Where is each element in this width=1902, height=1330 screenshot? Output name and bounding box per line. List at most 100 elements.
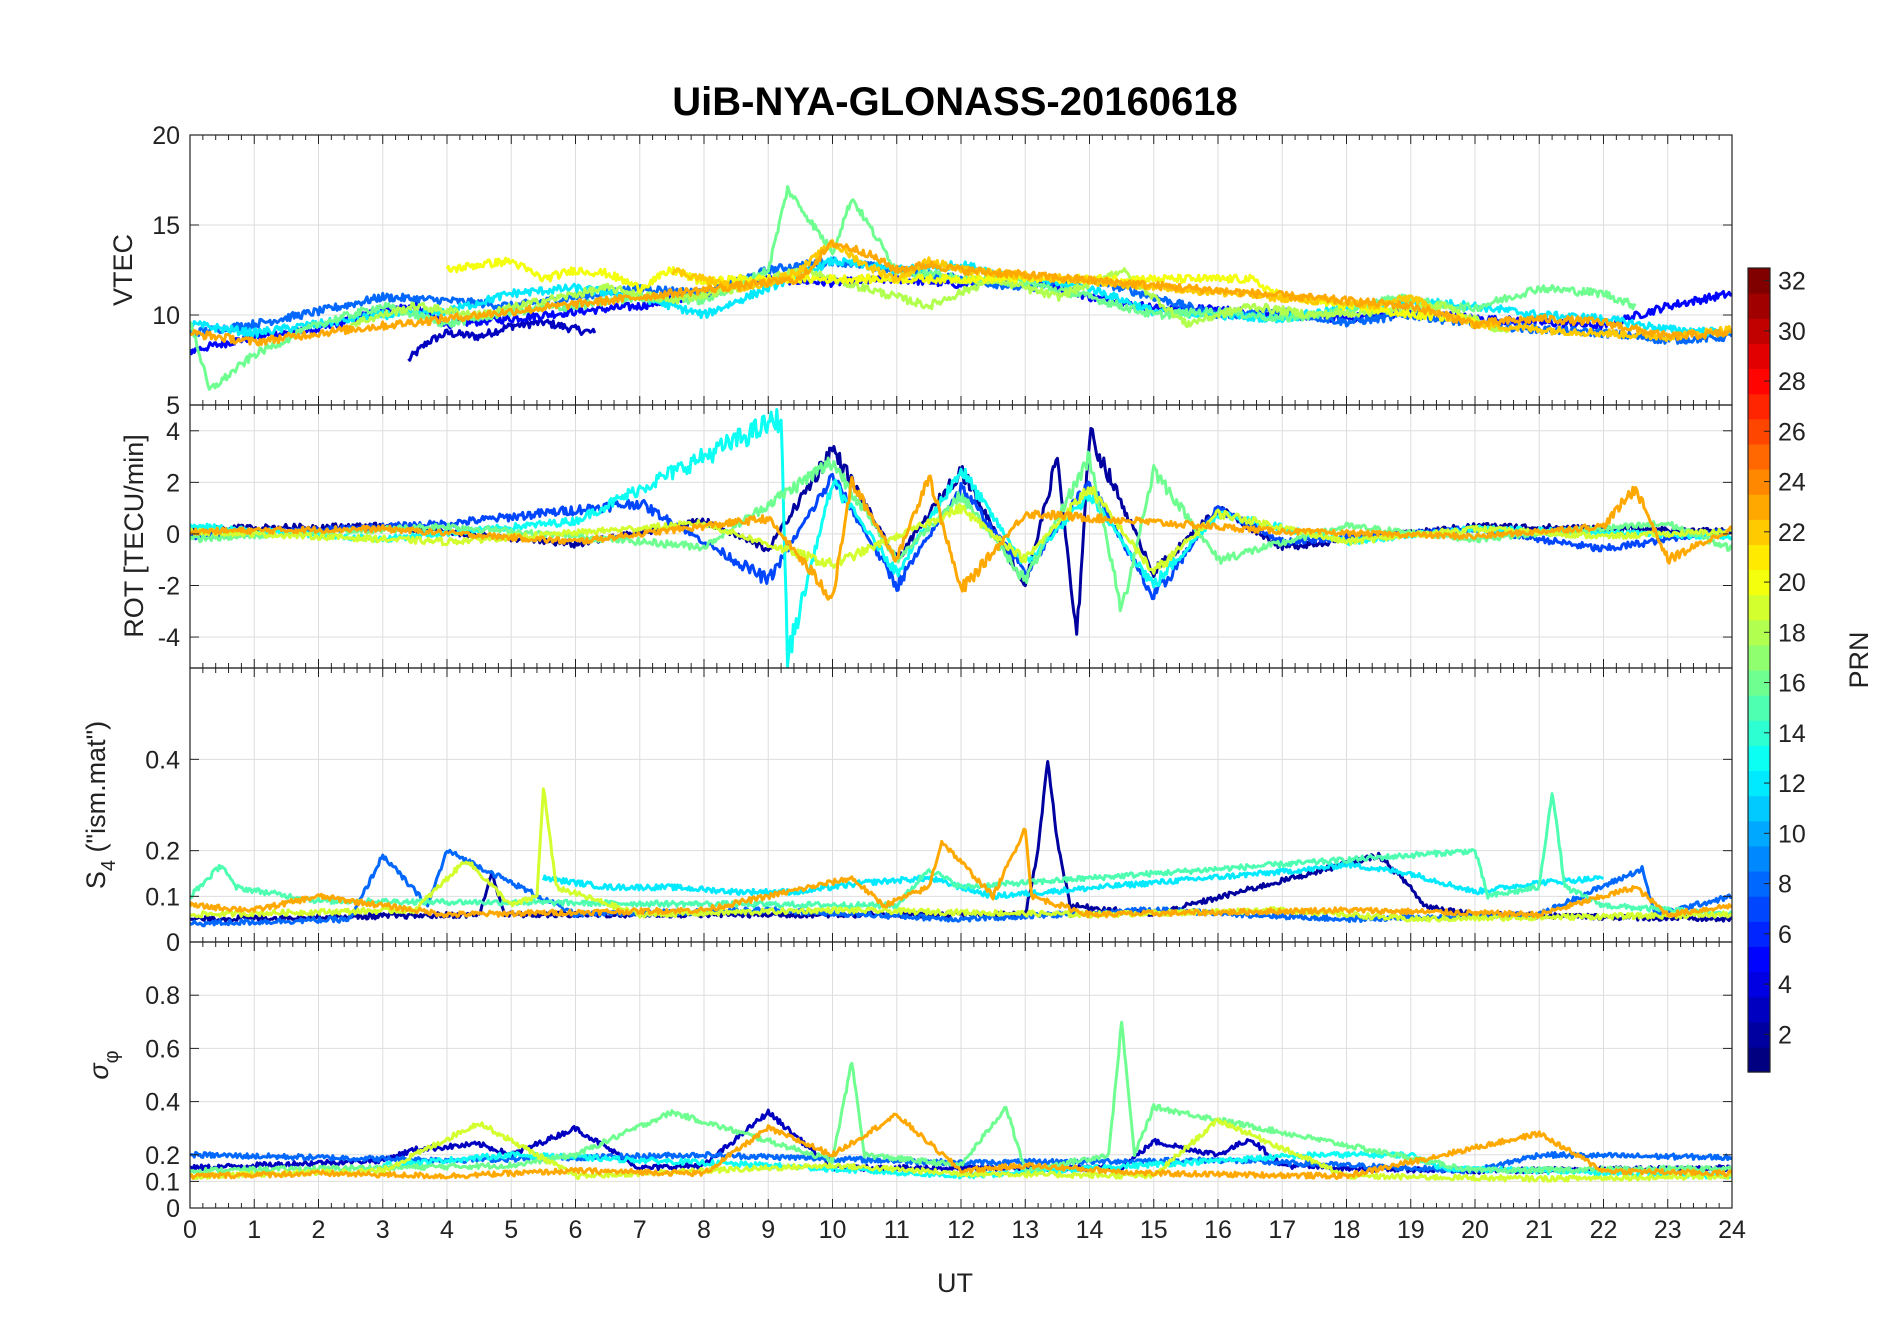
x-tick-label: 5: [504, 1216, 518, 1244]
colorbar-segment: [1748, 318, 1770, 344]
panel-rot: -4 -2 0 2 4 ROT [TECU/min]: [119, 404, 1733, 669]
colorbar-tick-label: 28: [1778, 368, 1806, 396]
x-tick-label: 1: [247, 1216, 261, 1244]
colorbar-segment: [1748, 619, 1770, 646]
series-vtec-prn-22: [671, 239, 1732, 342]
x-tick-label: 24: [1718, 1216, 1746, 1244]
colorbar-segment: [1748, 770, 1770, 797]
panel-vtec: 5 10 15 20 VTEC: [108, 122, 1733, 420]
colorbar-tick-label: 4: [1778, 971, 1792, 999]
colorbar-segment: [1748, 670, 1770, 696]
colorbar-segment: [1748, 418, 1770, 445]
series-rot-prn-23: [190, 474, 1732, 601]
x-tick-label: 17: [1268, 1216, 1296, 1244]
x-tick-label: 13: [1011, 1216, 1039, 1244]
series-vtec-prn-3: [407, 317, 597, 362]
series-vtec-prn-16: [190, 185, 1637, 391]
series-group-s4: [190, 760, 1732, 928]
panel-sigma_phi: 00.10.2 0.4 0.6 0.8 σφ: [84, 941, 1733, 1223]
y-axis-label-s4: S4 ("ism.mat"): [81, 721, 120, 889]
y-tick-label: 5: [166, 392, 180, 420]
colorbar-tick-label: 20: [1778, 569, 1806, 597]
series-group-sigma_phi: [190, 1020, 1732, 1183]
y-tick-label: 0.6: [145, 1035, 180, 1063]
x-tick-labels: 0 1 2 3 4 5 6 7 8 9 10 11 12 13 14 15 16 17 18 19 20 21 22 23 24: [183, 1216, 1746, 1244]
colorbar-segment: [1748, 871, 1770, 897]
colorbar-tick-label: 16: [1778, 670, 1806, 698]
x-tick-label: 12: [947, 1216, 975, 1244]
colorbar-segment: [1748, 644, 1770, 671]
colorbar-tick-label: 18: [1778, 619, 1806, 647]
x-tick-label: 10: [819, 1216, 847, 1244]
ticks-rot: -4 -2 0 2 4: [158, 405, 1733, 668]
x-tick-label: 9: [761, 1216, 775, 1244]
y-axis-label-vtec: VTEC: [108, 234, 138, 306]
colorbar-segment: [1748, 343, 1770, 370]
x-tick-label: 4: [440, 1216, 454, 1244]
y-tick-label: 0.2: [145, 838, 180, 866]
colorbar-segment: [1748, 921, 1770, 947]
x-tick-label: 20: [1461, 1216, 1489, 1244]
colorbar-frame: [1747, 267, 1771, 1073]
x-tick-label: 14: [1076, 1216, 1104, 1244]
x-tick-label: 21: [1525, 1216, 1553, 1244]
colorbar-segment: [1748, 443, 1770, 470]
colorbar-segment: [1748, 720, 1770, 746]
series-sigma_phi-prn-23: [190, 1112, 1732, 1180]
colorbar-segment: [1748, 268, 1770, 294]
series-vtec-prn-23: [190, 239, 1732, 347]
y-tick-label: 0: [166, 929, 180, 957]
series-s4-prn-19: [190, 787, 1732, 923]
x-tick-label: 7: [633, 1216, 647, 1244]
colorbar-segment: [1748, 896, 1770, 922]
colorbar-segment: [1748, 393, 1770, 420]
colorbar-tick-label: 26: [1778, 418, 1806, 446]
x-tick-label: 3: [376, 1216, 390, 1244]
colorbar-segment: [1748, 544, 1770, 571]
series-s4-prn-12: [541, 861, 1604, 900]
y-tick-label: 0: [166, 1195, 180, 1223]
colorbar-segment: [1748, 469, 1770, 495]
chart-title: UiB-NYA-GLONASS-20160618: [672, 80, 1237, 124]
y-tick-label: -4: [158, 624, 180, 652]
y-tick-label: 4: [166, 418, 180, 446]
y-tick-label: 0.1: [145, 1168, 180, 1196]
y-tick-label: 20: [152, 122, 180, 150]
series-rot-prn-19: [190, 485, 1732, 575]
colorbar-tick-label: 22: [1778, 519, 1806, 547]
series-sigma_phi-prn-16: [190, 1020, 1732, 1175]
colorbar-tick-label: 10: [1778, 820, 1806, 848]
colorbar-segment: [1748, 845, 1770, 872]
series-vtec-prn-18: [349, 266, 1509, 334]
colorbar-segment: [1748, 519, 1770, 545]
y-tick-label: 0: [166, 521, 180, 549]
colorbar-segment: [1748, 569, 1770, 596]
colorbar-segment: [1748, 996, 1770, 1023]
x-tick-label: 11: [884, 1216, 910, 1244]
series-sigma_phi-prn-3: [190, 1108, 1732, 1175]
colorbar-segment: [1748, 971, 1770, 998]
colorbar-segment: [1748, 946, 1770, 973]
x-tick-label: 19: [1397, 1216, 1425, 1244]
x-axis-label: UT: [937, 1268, 973, 1298]
colorbar-segment: [1748, 1046, 1770, 1073]
colorbar-segment: [1748, 1021, 1770, 1048]
colorbar-tick-label: 8: [1778, 871, 1792, 899]
ticks-s4: 0 0.1 0.2 0.4: [145, 668, 1733, 957]
series-s4-prn-15: [190, 792, 1732, 918]
y-axis-label-sigma_phi: σφ: [84, 1050, 123, 1079]
y-tick-label: 10: [152, 302, 180, 330]
y-tick-label: 0.2: [145, 1142, 180, 1170]
colorbar-tick-label: 2: [1778, 1021, 1792, 1049]
x-tick-label: 0: [183, 1216, 197, 1244]
y-tick-label: 0.8: [145, 982, 180, 1010]
colorbar-tick-label: 12: [1778, 770, 1806, 798]
x-tick-label: 6: [569, 1216, 583, 1244]
y-tick-label: 15: [152, 212, 180, 240]
series-s4-prn-23: [190, 827, 1732, 919]
colorbar-label: PRN: [1844, 631, 1874, 688]
ticks-sigma_phi: 00.10.2 0.4 0.6 0.8: [145, 942, 1733, 1223]
